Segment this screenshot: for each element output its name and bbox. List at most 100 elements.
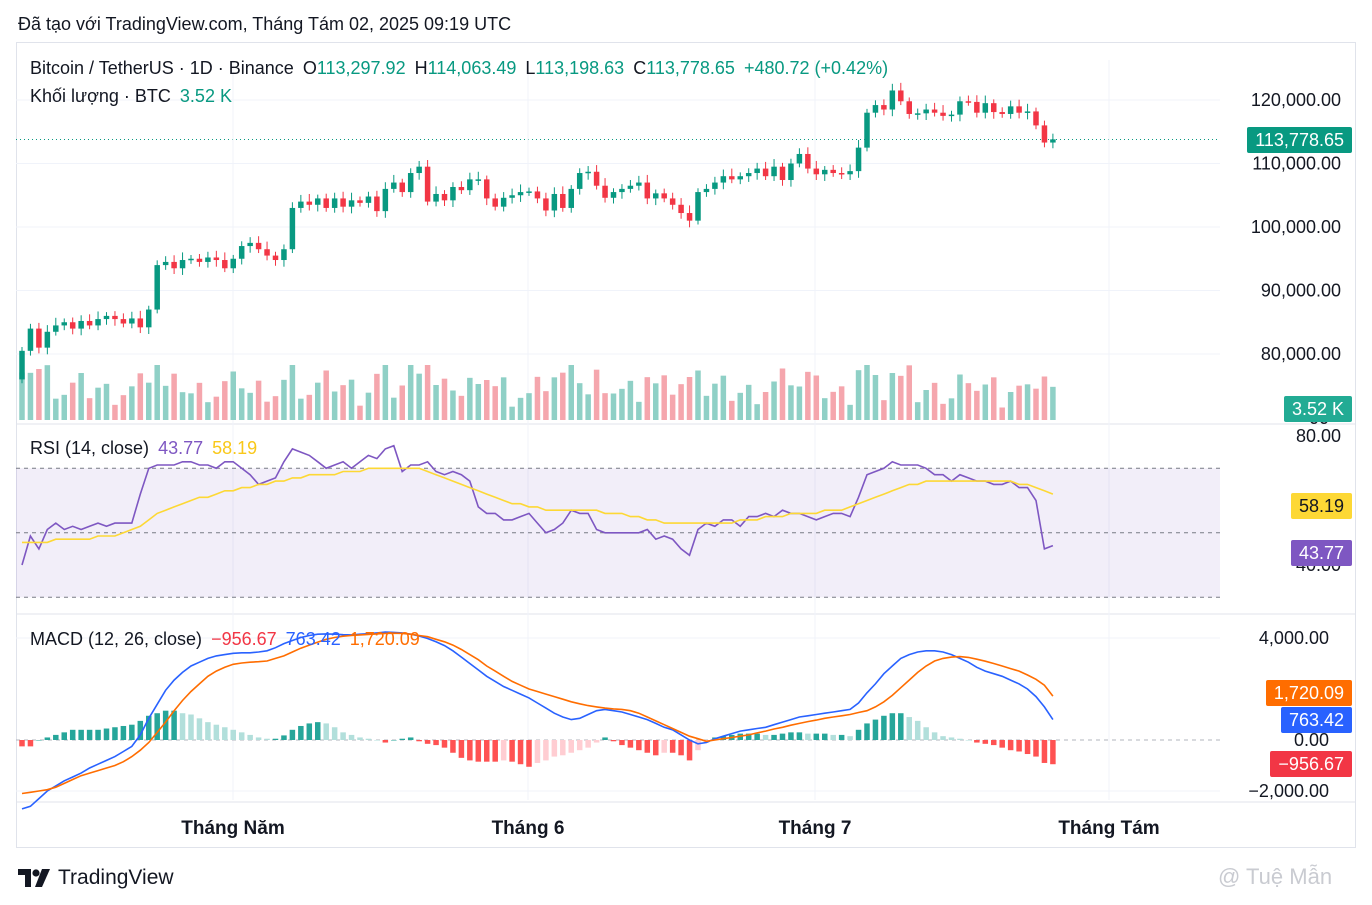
volume-bar	[872, 375, 879, 420]
candle-body	[103, 315, 110, 320]
volume-bar	[382, 365, 389, 420]
volume-bar	[593, 369, 600, 420]
volume-bar	[627, 380, 634, 420]
volume-bar	[340, 385, 346, 420]
volume-bar	[416, 373, 422, 420]
volume-bar	[686, 377, 693, 420]
candle-body	[255, 242, 262, 250]
candle-body	[754, 168, 760, 174]
macd-histogram-bar	[171, 710, 177, 740]
macd-histogram-bar	[69, 729, 76, 740]
macd-histogram-bar	[289, 729, 296, 740]
volume-bar	[712, 383, 718, 420]
hist-tag: −956.67	[1270, 751, 1352, 777]
candle-body	[213, 257, 220, 261]
macd-histogram-bar	[957, 738, 963, 740]
macd-tick-label: 0.00	[1294, 730, 1329, 750]
macd-histogram-bar	[695, 740, 701, 751]
macd-histogram-bar	[813, 733, 820, 740]
macd-hist-value: −956.67	[211, 629, 277, 649]
candle-body	[796, 153, 803, 164]
macd-histogram-bar	[644, 740, 651, 753]
macd-line	[21, 631, 1054, 810]
x-tick-label: Tháng 6	[492, 818, 565, 839]
macd-histogram-bar	[822, 733, 828, 740]
volume-bar	[86, 398, 93, 420]
macd-histogram-bar	[940, 736, 946, 740]
volume-bar	[771, 381, 777, 420]
volume-bar	[602, 393, 608, 420]
volume-bar	[991, 377, 997, 420]
candle-body	[779, 166, 786, 181]
macd-histogram-bar	[560, 740, 566, 756]
macd-histogram-bar	[796, 732, 803, 740]
macd-histogram-bar	[830, 734, 836, 740]
candle-body	[914, 113, 921, 115]
candle-body	[323, 198, 329, 208]
candle-body	[982, 103, 989, 113]
macd-histogram-bar	[593, 740, 600, 743]
candle-body	[661, 193, 667, 199]
macd-histogram-bar	[78, 729, 84, 740]
macd-histogram-bar	[492, 740, 498, 762]
macd-histogram-bar	[365, 738, 372, 740]
tradingview-logo[interactable]: TradingView	[18, 866, 174, 890]
volume-bar	[526, 393, 532, 420]
volume-bar	[272, 396, 279, 420]
candle-body	[585, 171, 591, 174]
candle-body	[669, 198, 676, 205]
macd-histogram-bar	[272, 738, 279, 740]
low-value: 113,198.63	[535, 58, 625, 78]
macd-histogram-bar	[509, 740, 515, 762]
volume-bar	[205, 402, 211, 420]
symbol-label[interactable]: Bitcoin / TetherUS · 1D · Binance	[30, 58, 294, 78]
macd-histogram-bar	[1050, 740, 1056, 765]
macd-histogram-bar	[467, 740, 473, 761]
macd-histogram-bar	[162, 710, 169, 740]
candle-body	[500, 197, 507, 207]
candle-body	[27, 328, 34, 351]
volume-bar	[357, 405, 363, 420]
candle-body	[560, 193, 566, 208]
macd-histogram-bar	[636, 740, 642, 751]
rsi-tick-label: 80.00	[1296, 426, 1341, 446]
volume-bar	[450, 390, 456, 420]
macd-histogram-bar	[222, 727, 228, 740]
macd-histogram-bar	[568, 740, 574, 753]
candle-body	[822, 169, 828, 175]
volume-bar	[585, 394, 591, 420]
volume-bar	[315, 382, 321, 420]
volume-bar	[264, 401, 270, 420]
volume-bar	[509, 406, 515, 420]
volume-bar	[610, 393, 617, 420]
macd-histogram-bar	[686, 740, 693, 761]
candle-body	[247, 242, 253, 247]
macd-histogram-bar	[974, 740, 980, 743]
close-label: C	[633, 58, 647, 78]
volume-bar	[323, 370, 329, 420]
rsi-title[interactable]: RSI (14, close)	[30, 438, 150, 458]
candle-body	[306, 201, 313, 205]
volume-bar	[864, 365, 870, 420]
macd-histogram-bar	[991, 740, 997, 746]
candle-body	[1033, 111, 1039, 126]
volume-bar	[534, 376, 541, 420]
macd-histogram-bar	[399, 738, 405, 740]
candle-body	[526, 191, 532, 193]
x-tick-label: Tháng Tám	[1058, 818, 1159, 839]
macd-title[interactable]: MACD (12, 26, close)	[30, 629, 203, 649]
macd-histogram-bar	[999, 740, 1005, 748]
macd-histogram-bar	[881, 715, 887, 740]
volume-bar	[36, 369, 42, 420]
candle-body	[272, 255, 279, 261]
high-label: H	[414, 58, 428, 78]
volume-label[interactable]: Khối lượng · BTC	[30, 86, 171, 106]
candle-body	[881, 105, 887, 110]
macd-histogram-bar	[619, 740, 625, 746]
volume-bar	[391, 397, 397, 420]
macd-histogram-bar	[27, 740, 34, 747]
price-legend: Bitcoin / TetherUS · 1D · Binance O113,2…	[30, 58, 892, 79]
macd-histogram-bar	[120, 725, 127, 740]
x-tick-label: Tháng 7	[779, 818, 852, 839]
